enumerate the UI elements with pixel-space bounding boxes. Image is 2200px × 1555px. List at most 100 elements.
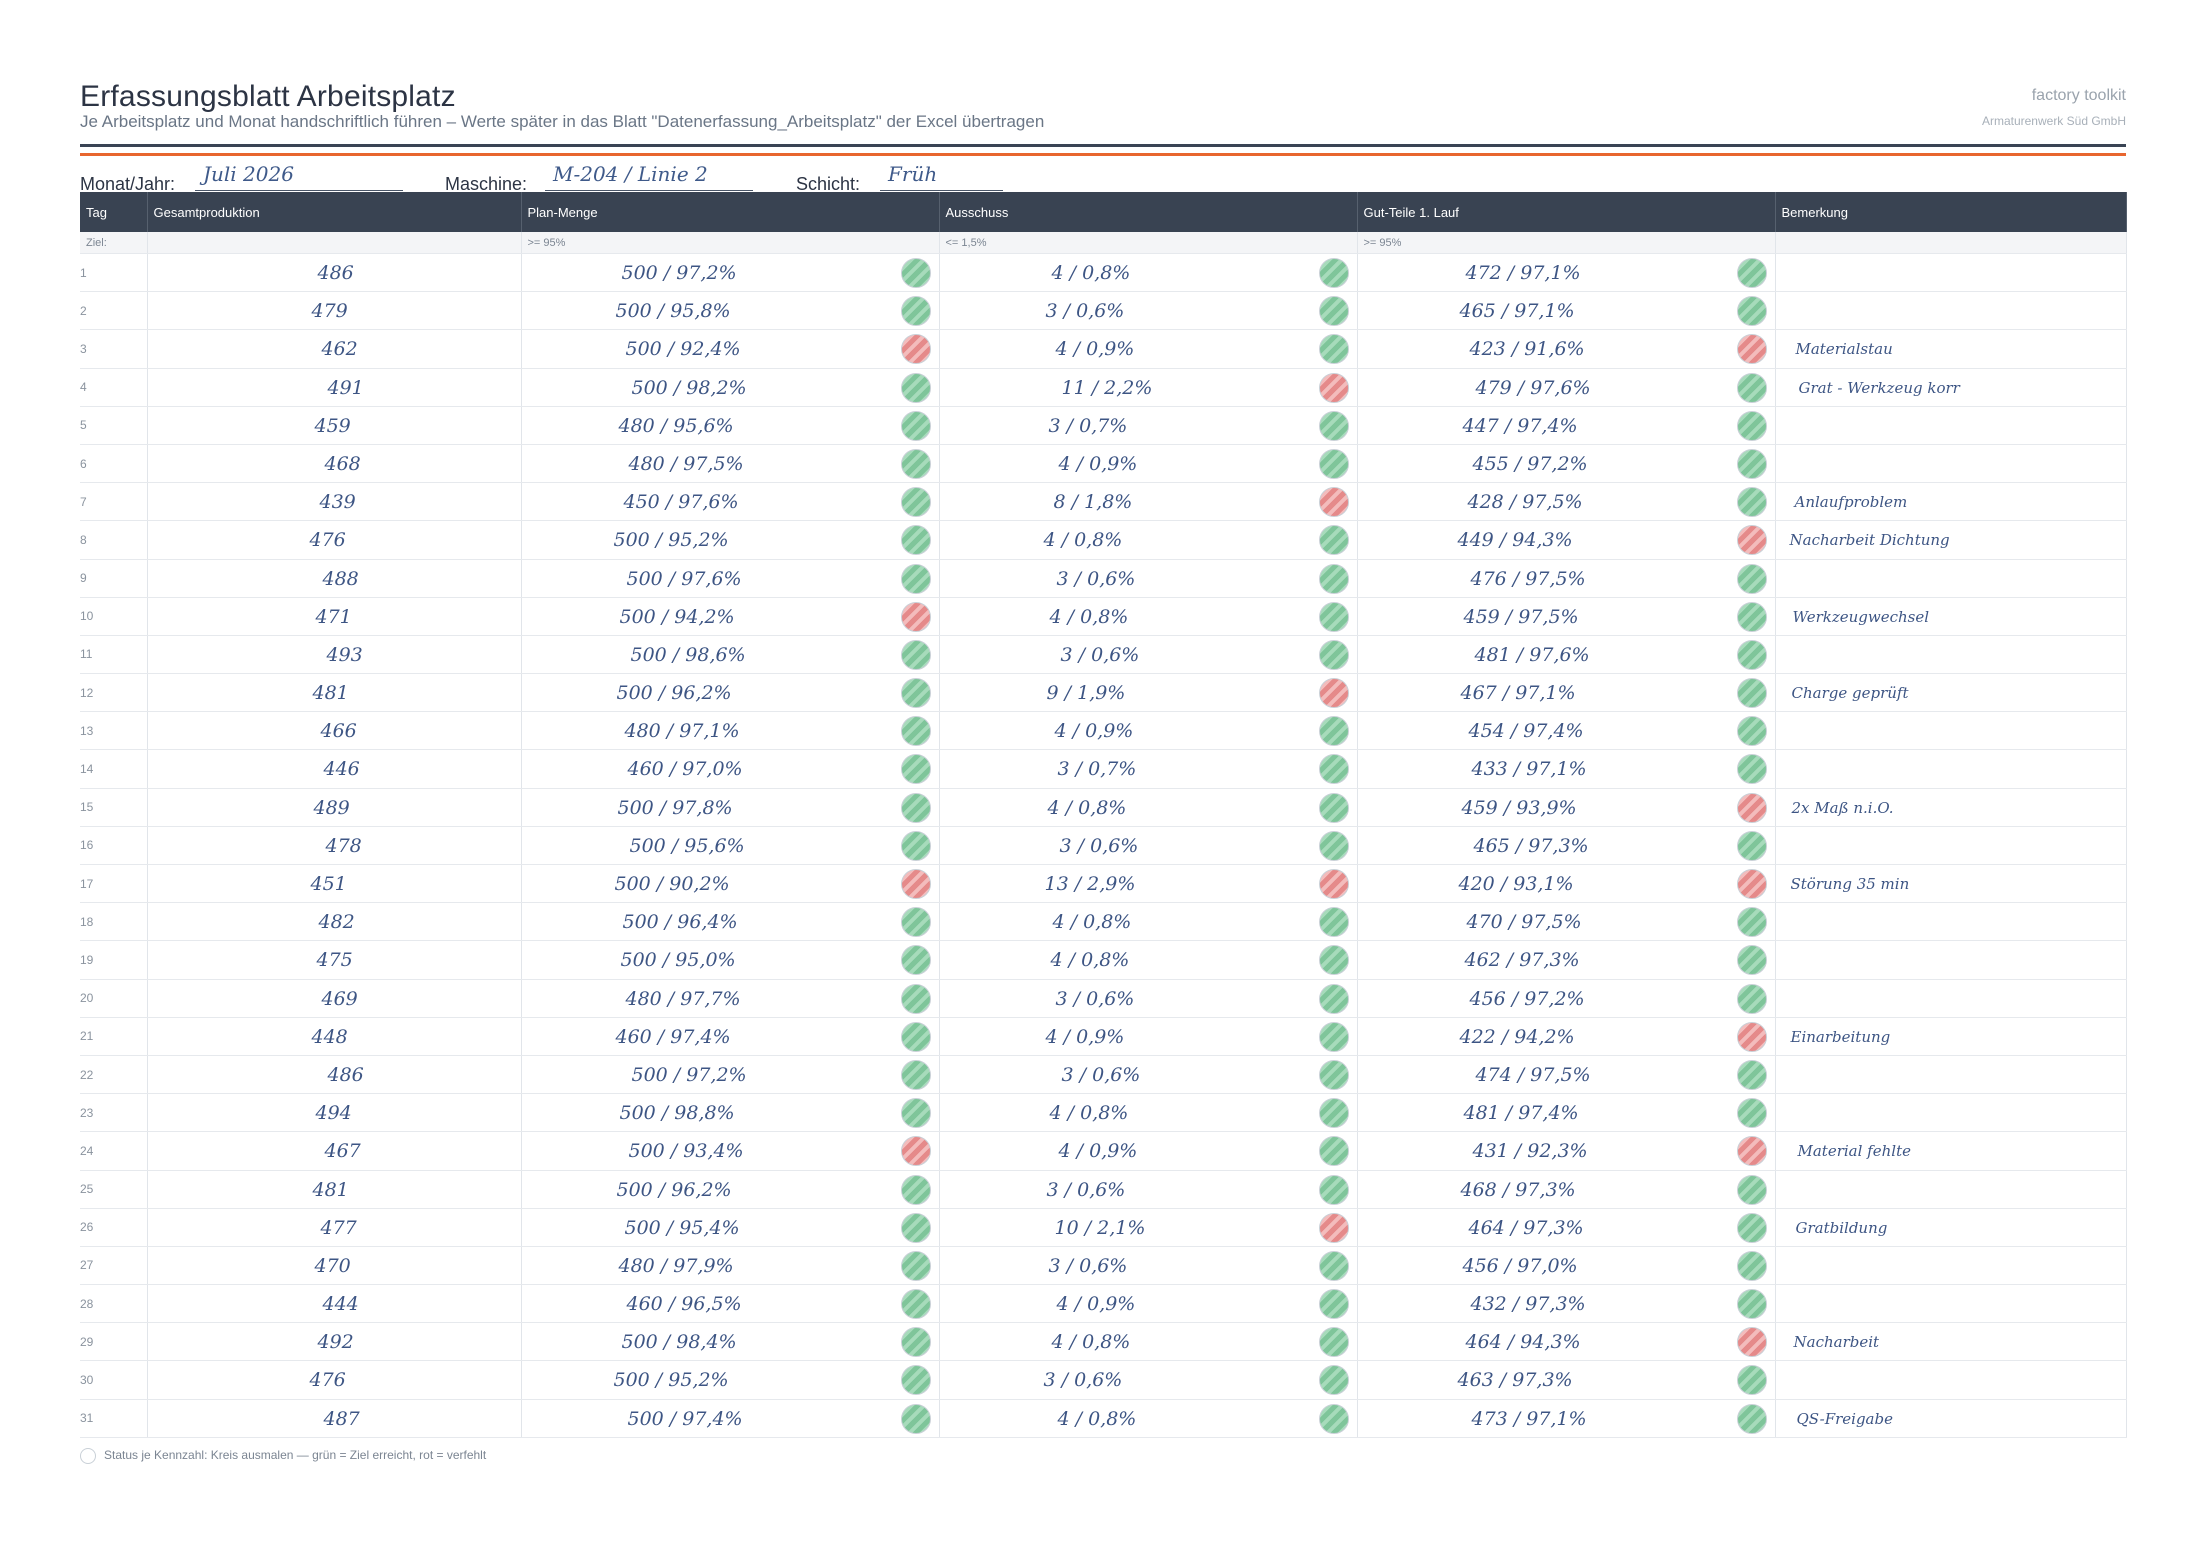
good-cell[interactable]: 462 / 97,3%	[1357, 940, 1776, 980]
scrap-cell[interactable]: 4 / 0,9%	[939, 1131, 1358, 1171]
note-cell[interactable]: Nacharbeit Dichtung	[1775, 520, 2127, 560]
status-circle-icon[interactable]	[900, 410, 931, 441]
status-circle-icon[interactable]	[1736, 372, 1767, 403]
status-circle-icon[interactable]	[1318, 258, 1349, 288]
status-circle-icon[interactable]	[900, 1212, 931, 1243]
day-cell[interactable]: 12	[80, 673, 148, 713]
good-cell[interactable]: 464 / 94,3%	[1357, 1322, 1776, 1362]
day-cell[interactable]: 28	[80, 1284, 148, 1324]
good-cell[interactable]: 423 / 91,6%	[1357, 329, 1776, 369]
note-cell[interactable]: Gratbildung	[1775, 1208, 2127, 1247]
total-cell[interactable]: 489	[147, 788, 522, 827]
scrap-cell[interactable]: 3 / 0,6%	[939, 979, 1358, 1018]
good-cell[interactable]: 479 / 97,6%	[1357, 368, 1776, 407]
status-circle-icon[interactable]	[900, 983, 931, 1014]
plan-cell[interactable]: 500 / 97,2%	[521, 1055, 940, 1095]
scrap-cell[interactable]: 4 / 0,8%	[939, 940, 1358, 980]
plan-cell[interactable]: 460 / 97,0%	[521, 749, 940, 789]
status-circle-icon[interactable]	[1318, 448, 1349, 479]
status-circle-icon[interactable]	[1736, 296, 1767, 327]
total-cell[interactable]: 491	[147, 368, 522, 407]
good-cell[interactable]: 455 / 97,2%	[1357, 444, 1776, 484]
machine-field[interactable]: M-204 / Linie 2	[545, 162, 753, 191]
status-circle-icon[interactable]	[1736, 448, 1767, 479]
status-circle-icon[interactable]	[1318, 907, 1349, 938]
status-circle-icon[interactable]	[1736, 1059, 1767, 1090]
status-circle-icon[interactable]	[1318, 639, 1349, 670]
day-cell[interactable]: 20	[80, 979, 148, 1018]
status-circle-icon[interactable]	[1318, 563, 1349, 594]
total-cell[interactable]: 494	[147, 1093, 522, 1133]
status-circle-icon[interactable]	[1736, 258, 1767, 288]
day-cell[interactable]: 10	[80, 597, 148, 636]
good-cell[interactable]: 481 / 97,4%	[1357, 1093, 1776, 1133]
status-circle-icon[interactable]	[1736, 907, 1767, 938]
note-cell[interactable]: Materialstau	[1775, 329, 2127, 369]
status-circle-icon[interactable]	[1318, 487, 1349, 518]
status-circle-icon[interactable]	[1736, 945, 1767, 976]
status-circle-icon[interactable]	[1736, 1174, 1767, 1205]
good-cell[interactable]: 465 / 97,3%	[1357, 826, 1776, 866]
day-cell[interactable]: 23	[80, 1093, 148, 1133]
status-circle-icon[interactable]	[1318, 1021, 1349, 1052]
note-cell[interactable]: Material fehlte	[1775, 1131, 2127, 1171]
status-circle-icon[interactable]	[1736, 716, 1767, 747]
scrap-cell[interactable]: 3 / 0,6%	[939, 635, 1358, 675]
total-cell[interactable]: 444	[147, 1284, 522, 1324]
note-cell[interactable]: Nacharbeit	[1775, 1322, 2127, 1362]
shift-field[interactable]: Früh	[880, 162, 1003, 191]
note-cell[interactable]: 2x Maß n.i.O.	[1775, 788, 2127, 827]
plan-cell[interactable]: 500 / 95,6%	[521, 826, 940, 866]
total-cell[interactable]: 451	[147, 864, 522, 904]
note-cell[interactable]: Grat - Werkzeug korr	[1775, 368, 2127, 407]
status-circle-icon[interactable]	[900, 1289, 931, 1320]
good-cell[interactable]: 465 / 97,1%	[1357, 291, 1776, 331]
note-cell[interactable]	[1775, 1284, 2127, 1324]
status-circle-icon[interactable]	[1736, 525, 1767, 556]
note-cell[interactable]	[1775, 979, 2127, 1018]
plan-cell[interactable]: 500 / 98,8%	[521, 1093, 940, 1133]
good-cell[interactable]: 449 / 94,3%	[1357, 520, 1776, 560]
status-circle-icon[interactable]	[900, 525, 931, 556]
status-circle-icon[interactable]	[900, 1250, 931, 1281]
note-cell[interactable]	[1775, 1170, 2127, 1209]
good-cell[interactable]: 454 / 97,4%	[1357, 711, 1776, 751]
good-cell[interactable]: 431 / 92,3%	[1357, 1131, 1776, 1171]
plan-cell[interactable]: 500 / 98,4%	[521, 1322, 940, 1362]
scrap-cell[interactable]: 3 / 0,6%	[939, 291, 1358, 331]
status-circle-icon[interactable]	[900, 754, 931, 785]
scrap-cell[interactable]: 4 / 0,9%	[939, 711, 1358, 751]
day-cell[interactable]: 25	[80, 1170, 148, 1209]
plan-cell[interactable]: 500 / 96,2%	[521, 673, 940, 713]
status-circle-icon[interactable]	[1318, 830, 1349, 861]
day-cell[interactable]: 27	[80, 1246, 148, 1286]
good-cell[interactable]: 470 / 97,5%	[1357, 902, 1776, 942]
total-cell[interactable]: 486	[147, 1055, 522, 1095]
total-cell[interactable]: 466	[147, 711, 522, 751]
good-cell[interactable]: 428 / 97,5%	[1357, 482, 1776, 522]
good-cell[interactable]: 432 / 97,3%	[1357, 1284, 1776, 1324]
plan-cell[interactable]: 500 / 96,2%	[521, 1170, 940, 1209]
status-circle-icon[interactable]	[1736, 678, 1767, 709]
scrap-cell[interactable]: 4 / 0,8%	[939, 902, 1358, 942]
status-circle-icon[interactable]	[1736, 1403, 1767, 1434]
status-circle-icon[interactable]	[1736, 1098, 1767, 1129]
status-circle-icon[interactable]	[900, 639, 931, 670]
status-circle-icon[interactable]	[900, 334, 931, 365]
day-cell[interactable]: 21	[80, 1017, 148, 1056]
status-circle-icon[interactable]	[900, 372, 931, 403]
scrap-cell[interactable]: 3 / 0,6%	[939, 826, 1358, 866]
status-circle-icon[interactable]	[1318, 1098, 1349, 1129]
month-field[interactable]: Juli 2026	[195, 162, 403, 191]
plan-cell[interactable]: 500 / 95,8%	[521, 291, 940, 331]
day-cell[interactable]: 19	[80, 940, 148, 980]
note-cell[interactable]	[1775, 1360, 2127, 1400]
status-circle-icon[interactable]	[1736, 601, 1767, 632]
total-cell[interactable]: 482	[147, 902, 522, 942]
good-cell[interactable]: 473 / 97,1%	[1357, 1399, 1776, 1438]
note-cell[interactable]	[1775, 1246, 2127, 1286]
total-cell[interactable]: 486	[147, 253, 522, 293]
good-cell[interactable]: 472 / 97,1%	[1357, 253, 1776, 293]
status-circle-icon[interactable]	[900, 296, 931, 327]
scrap-cell[interactable]: 4 / 0,8%	[939, 1322, 1358, 1362]
